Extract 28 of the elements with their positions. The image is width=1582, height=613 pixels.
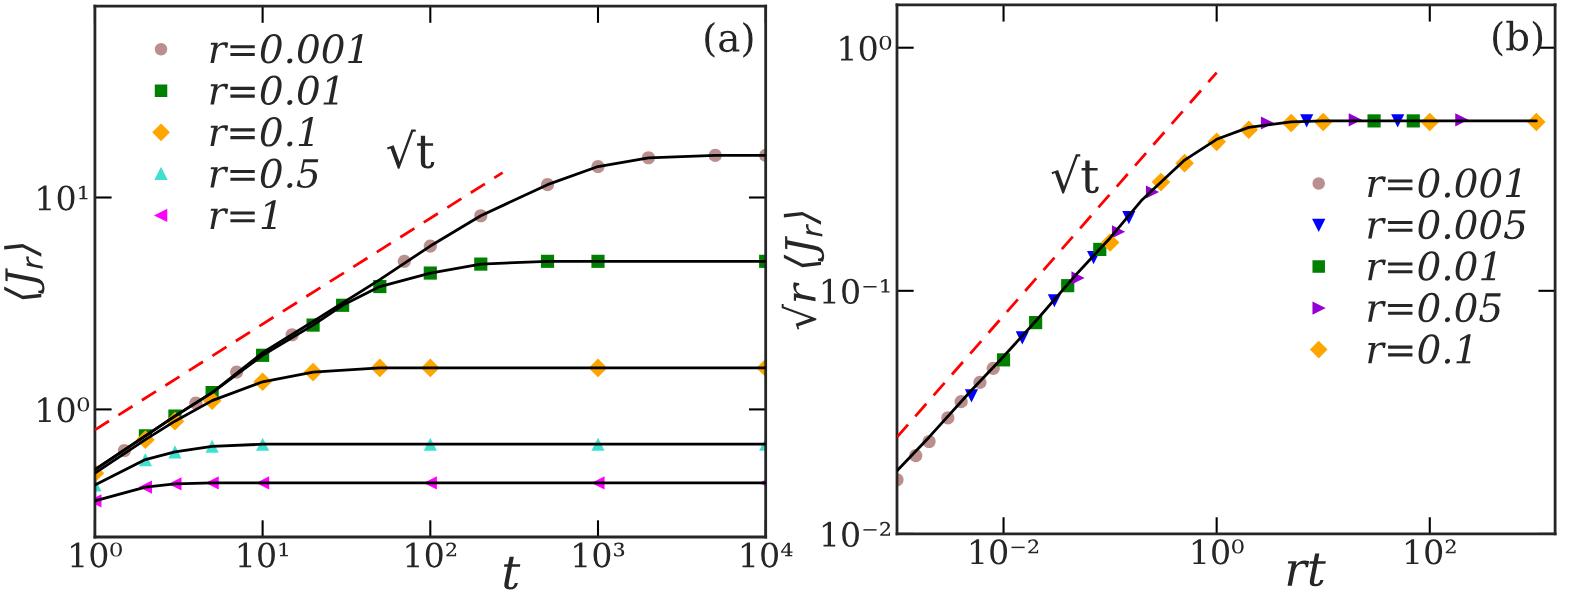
x-tick-label: 10⁰ bbox=[71, 542, 122, 568]
legend-label: r=0.1 bbox=[210, 117, 314, 147]
legend-label: r=0.01 bbox=[210, 75, 338, 105]
legend-label: r=0.001 bbox=[1368, 168, 1521, 198]
x-tick-label: 10⁰ bbox=[1192, 539, 1244, 565]
x-tick-label: 10⁻² bbox=[970, 539, 1039, 565]
legend-label: r=0.005 bbox=[1368, 209, 1526, 240]
legend-label: r=0.05 bbox=[1368, 292, 1501, 323]
x-axis-title: t bbox=[503, 556, 521, 590]
x-tick-label: 10¹ bbox=[238, 542, 288, 568]
annotation: √t bbox=[387, 129, 435, 169]
y-tick-label: 10⁻¹ bbox=[822, 278, 890, 304]
y-axis-title: ⟨J$_{r}$⟩ bbox=[4, 243, 45, 300]
y-tick-label: 10⁻² bbox=[822, 521, 891, 548]
legend-label: r=0.01 bbox=[1368, 251, 1496, 281]
x-tick-label: 10² bbox=[406, 542, 457, 568]
annotation: √t bbox=[1051, 154, 1099, 194]
annotation: (b) bbox=[1493, 20, 1543, 57]
legend-label: r=1 bbox=[210, 200, 276, 230]
x-tick-label: 10² bbox=[1405, 539, 1456, 565]
y-tick-label: 10⁰ bbox=[840, 35, 892, 61]
annotation: (a) bbox=[705, 22, 753, 58]
x-tick-label: 10³ bbox=[574, 542, 625, 568]
legend-label: r=0.1 bbox=[1368, 334, 1471, 364]
legend-label: r=0.5 bbox=[210, 158, 319, 189]
x-axis-title: rt bbox=[1287, 553, 1326, 587]
legend-label: r=0.001 bbox=[210, 34, 363, 64]
x-tick-label: 10⁴ bbox=[741, 542, 793, 568]
